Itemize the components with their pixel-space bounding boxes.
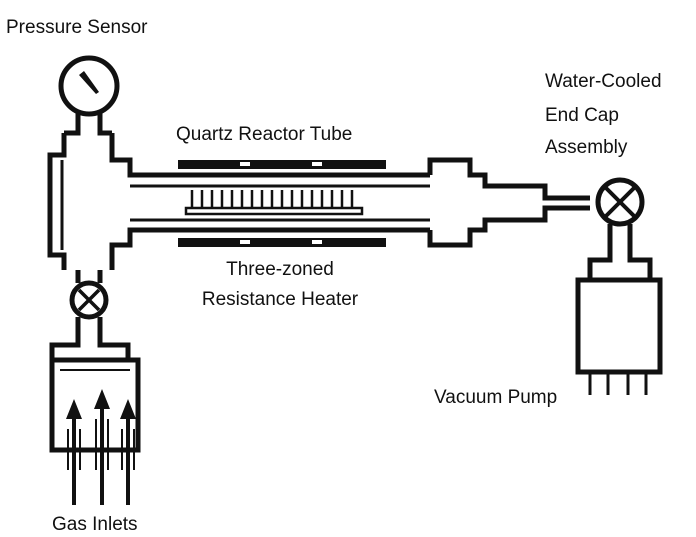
left-end-cap [47,133,67,270]
right-end-cap [427,157,590,248]
main-tube [109,133,430,270]
vacuum-pump-label: Vacuum Pump [434,387,558,408]
vacuum-pump-body [575,277,663,395]
wafer-boat [184,190,364,216]
gas-inlet-arrow-icon [94,389,110,409]
water-cooled-label-3: Assembly [545,137,628,158]
quartz-tube-label: Quartz Reactor Tube [176,124,353,145]
heater-label-2: Resistance Heater [201,289,359,310]
pressure-gauge-needle [79,71,99,94]
gas-inlets-label: Gas Inlets [52,514,138,535]
gas-inlet-arrow-icon [120,399,136,419]
heater-bottom [178,238,386,247]
inlet-valve [49,270,131,360]
gas-inlet-arrow-icon [66,399,82,419]
water-cooled-label-1: Water-Cooled [545,71,662,92]
right-valve [587,177,653,280]
heater-label-1: Three-zoned [226,259,334,280]
gas-manifold [49,357,141,505]
pressure-gauge [58,55,120,136]
pressure-sensor-label: Pressure Sensor [6,17,148,38]
heater-top [178,160,386,169]
water-cooled-label-2: End Cap [545,105,619,126]
